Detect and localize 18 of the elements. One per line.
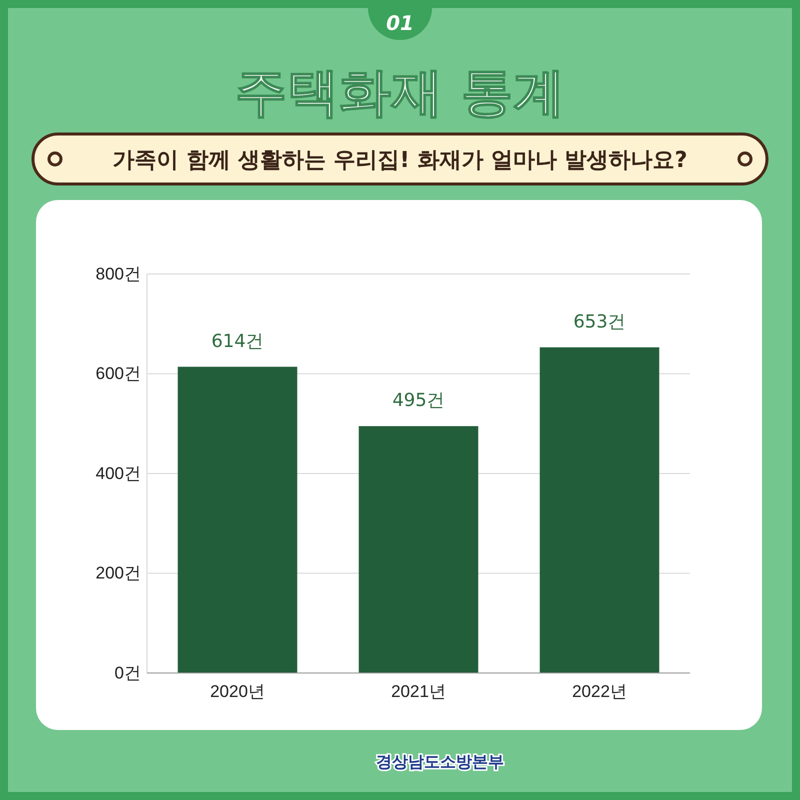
bar <box>358 426 478 673</box>
chart-subtitle: 가족이 함께 생활하는 우리집! 화재가 얼마나 발생하나요? <box>112 148 688 173</box>
data-label: 495건 <box>392 390 445 412</box>
y-tick-label: 800건 <box>96 264 141 284</box>
data-label: 614건 <box>211 330 264 352</box>
data-label: 653건 <box>573 311 626 332</box>
y-tick-label: 200건 <box>96 564 141 583</box>
bar <box>178 366 298 673</box>
x-tick-label: 2020년 <box>210 682 265 702</box>
chart-title: 주택화재 통계 <box>234 63 566 123</box>
y-tick-label: 600건 <box>96 364 141 384</box>
y-tick-label: 400건 <box>96 464 141 483</box>
text: 01 <box>386 11 414 35</box>
x-tick-label: 2021년 <box>391 682 446 702</box>
text: 경상남도소방본부 <box>376 752 504 771</box>
x-tick-label: 2022년 <box>572 682 627 702</box>
y-tick-label: 0건 <box>114 663 141 682</box>
bar <box>540 347 660 673</box>
